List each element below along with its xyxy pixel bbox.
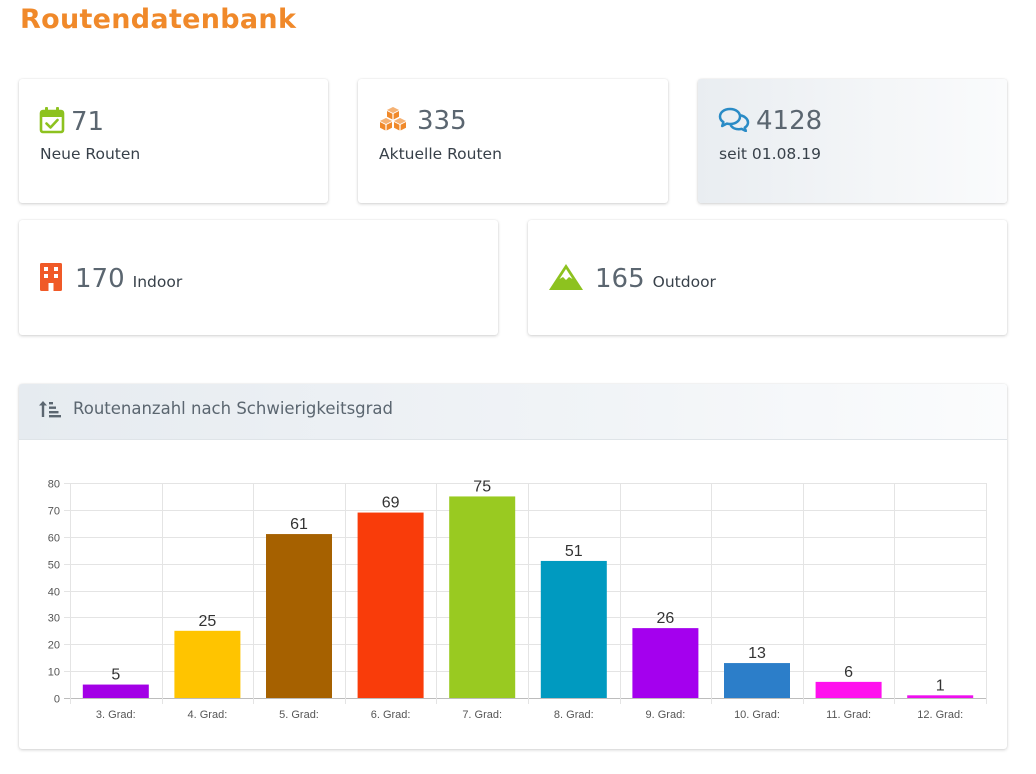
y-tick-label: 0 (54, 694, 60, 706)
chart-panel-title: Routenanzahl nach Schwierigkeitsgrad (73, 399, 394, 418)
indoor-label: Indoor (132, 273, 183, 291)
boxes-icon (378, 106, 408, 136)
x-tick-label: 11. Grad: (826, 709, 871, 721)
y-tick-label: 80 (48, 479, 60, 491)
y-tick-label: 30 (48, 613, 60, 625)
bar (815, 681, 882, 698)
calendar-check-icon (39, 106, 65, 138)
neue-routen-label: Neue Routen (40, 145, 141, 163)
bar (266, 534, 332, 698)
stat-card-neue-routen[interactable]: 71 Neue Routen (19, 79, 328, 203)
x-tick-label: 8. Grad: (554, 709, 594, 721)
y-tick-label: 50 (48, 560, 60, 572)
bar (724, 663, 790, 698)
x-tick-label: 4. Grad: (188, 709, 228, 721)
bar (907, 695, 974, 698)
bar-value-label: 5 (111, 667, 120, 684)
x-tick-label: 10. Grad: (734, 709, 780, 721)
chart-panel: Routenanzahl nach Schwierigkeitsgrad 0 10… (19, 384, 1007, 749)
building-icon (39, 262, 63, 296)
neue-routen-count: 71 (71, 107, 105, 137)
bar (357, 512, 424, 698)
y-tick-label: 10 (48, 667, 60, 679)
aktuelle-routen-label: Aktuelle Routen (379, 145, 502, 163)
x-tick-label: 5. Grad: (279, 709, 319, 721)
x-tick-label: 3. Grad: (96, 709, 136, 721)
comments-since-label: seit 01.08.19 (719, 145, 821, 163)
bar (82, 684, 149, 698)
x-tick-label: 9. Grad: (646, 709, 686, 721)
bar-value-label: 13 (748, 645, 766, 662)
stat-card-aktuelle-routen[interactable]: 335 Aktuelle Routen (358, 79, 668, 203)
bar-value-label: 69 (382, 495, 400, 512)
bar-value-label: 6 (844, 664, 853, 681)
outdoor-label: Outdoor (652, 273, 716, 291)
y-tick-label: 70 (48, 506, 60, 518)
indoor-count: 170 (75, 264, 125, 294)
y-tick-label: 20 (48, 640, 60, 652)
bar (174, 630, 241, 698)
sort-amount-up-icon (39, 400, 61, 422)
bar-value-label: 25 (199, 613, 217, 630)
bar (632, 628, 699, 698)
stat-card-outdoor[interactable]: 165 Outdoor (528, 220, 1007, 335)
bar-value-label: 51 (565, 543, 583, 560)
comments-count: 4128 (756, 106, 823, 136)
bar (540, 560, 607, 698)
y-tick-label: 60 (48, 533, 60, 545)
y-tick-label: 40 (48, 587, 60, 599)
aktuelle-routen-count: 335 (417, 106, 467, 136)
bar-value-label: 61 (290, 516, 308, 533)
comments-icon (718, 106, 750, 136)
stat-card-comments[interactable]: 4128 seit 01.08.19 (698, 79, 1007, 203)
bar-value-label: 26 (657, 610, 675, 627)
x-tick-label: 6. Grad: (371, 709, 411, 721)
bar-value-label: 75 (473, 478, 491, 495)
stat-card-indoor[interactable]: 170 Indoor (19, 220, 498, 335)
chart-panel-header: Routenanzahl nach Schwierigkeitsgrad (19, 384, 1007, 440)
x-tick-label: 7. Grad: (462, 709, 502, 721)
x-tick-label: 12. Grad: (917, 709, 963, 721)
outdoor-count: 165 (595, 264, 645, 294)
bar (449, 496, 516, 698)
bar-value-label: 1 (936, 677, 945, 694)
page-title: Routendatenbank (20, 4, 297, 35)
mountain-icon (548, 263, 584, 295)
